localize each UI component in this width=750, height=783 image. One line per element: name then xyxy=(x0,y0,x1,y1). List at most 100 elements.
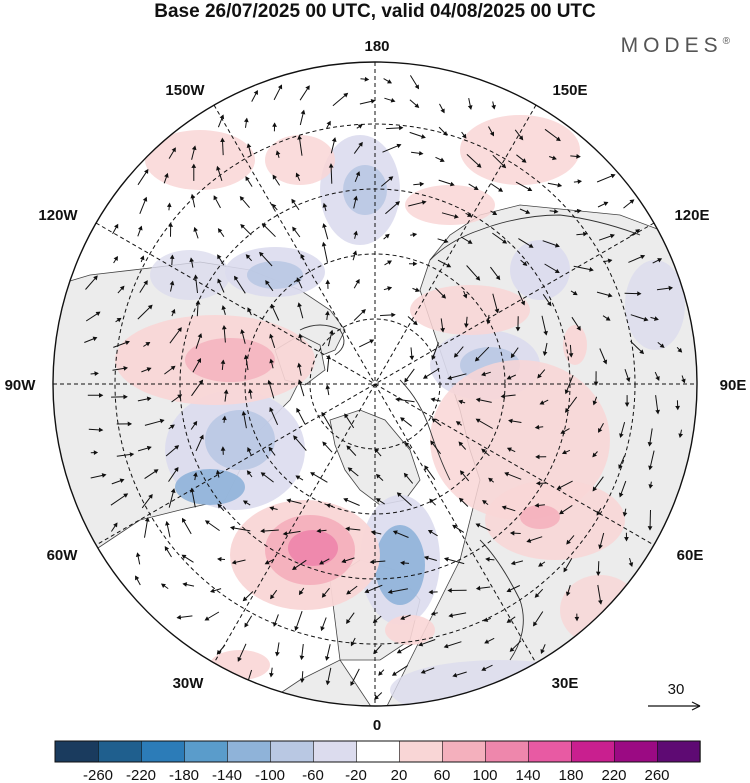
wind-arrow-head xyxy=(147,304,153,310)
wind-arrow-head xyxy=(272,174,277,180)
wind-arrow-head xyxy=(269,333,274,339)
wind-arrow-head xyxy=(538,562,544,567)
wind-arrow-head xyxy=(637,291,642,297)
wind-arrow-head xyxy=(171,308,176,314)
wind-arrow-head xyxy=(400,615,405,621)
wind-arrow-head xyxy=(534,424,540,430)
wind-arrow-head xyxy=(99,392,104,398)
wind-arrow-head xyxy=(414,84,420,90)
colorbar-tick-label: 260 xyxy=(644,767,669,783)
wind-arrow-head xyxy=(563,567,568,573)
wind-arrow-head xyxy=(319,560,325,565)
wind-arrow-head xyxy=(321,241,327,247)
wind-arrow-head xyxy=(234,275,239,281)
wind-arrow-head xyxy=(535,480,541,486)
wind-arrow-head xyxy=(217,556,222,562)
wind-arrow-head xyxy=(455,421,461,426)
wind-arrow-head xyxy=(198,379,204,385)
wind-arrow-head xyxy=(181,517,187,523)
wind-arrow-head xyxy=(93,450,99,455)
wind-arrow-head xyxy=(475,523,481,528)
label-60w: 60W xyxy=(47,547,79,564)
wind-arrow-head xyxy=(458,441,464,447)
wind-arrow-head xyxy=(245,176,250,182)
wind-arrow-head xyxy=(391,312,396,318)
wind-arrow-head xyxy=(559,509,564,515)
wind-arrow-head xyxy=(326,120,331,126)
wind-arrow-head xyxy=(357,124,363,129)
wind-arrow-head xyxy=(440,108,445,114)
wind-arrow-head xyxy=(217,503,223,509)
wind-arrow-head xyxy=(677,347,683,353)
wind-arrow-head xyxy=(659,343,665,348)
wind-arrow-head xyxy=(196,357,201,363)
colorbar-swatch xyxy=(656,740,701,763)
wind-arrow-head xyxy=(190,193,196,199)
wind-arrow-head xyxy=(296,407,301,413)
wind-arrow-head xyxy=(165,520,170,526)
wind-arrow-head xyxy=(556,485,562,490)
registered-mark: ® xyxy=(722,36,730,47)
label-150w: 150W xyxy=(165,82,205,99)
wind-arrow-head xyxy=(467,239,473,244)
wind-arrow-head xyxy=(535,454,540,460)
wind-arrow-head xyxy=(170,365,176,371)
wind-arrow-head xyxy=(502,239,508,244)
wind-arrow-head xyxy=(246,143,252,149)
wind-arrow-head xyxy=(129,452,135,457)
wind-arrow-head xyxy=(440,327,445,333)
wind-arrow-head xyxy=(648,484,654,489)
wind-arrow-head xyxy=(648,465,653,471)
wind-arrow-head xyxy=(506,447,512,452)
wind-arrow-head xyxy=(299,655,305,661)
wind-arrow-head xyxy=(243,117,249,123)
wind-arrow-head xyxy=(364,588,370,594)
wind-arrow-head xyxy=(145,341,151,347)
label-30w: 30W xyxy=(173,675,205,692)
wind-arrow-head xyxy=(564,407,570,413)
wind-arrow-head xyxy=(542,351,548,357)
wind-arrow-head xyxy=(353,195,358,201)
wind-arrow-head xyxy=(387,79,393,84)
wind-arrow-head xyxy=(324,310,330,316)
wind-arrow-head xyxy=(192,420,198,426)
brand-name: MODES xyxy=(620,34,723,57)
wind-arrow-head xyxy=(475,397,481,403)
wind-arrow-head xyxy=(430,440,435,446)
wind-arrow-head xyxy=(390,98,396,103)
wind-arrow-head xyxy=(221,324,227,330)
label-60e: 60E xyxy=(677,547,704,564)
wind-arrow-head xyxy=(153,469,159,474)
modes-logo: MODES® xyxy=(621,34,730,58)
wind-arrow-head xyxy=(610,173,616,179)
wind-arrow-head xyxy=(384,233,390,239)
wind-arrow-head xyxy=(346,618,351,624)
wind-arrow-head xyxy=(241,410,247,416)
wind-arrow-head xyxy=(509,647,515,652)
wind-arrow-head xyxy=(350,681,355,687)
colorbar-frame xyxy=(54,740,701,763)
wind-arrow-head xyxy=(322,441,327,447)
wind-arrow-head xyxy=(602,359,608,365)
wind-arrow-head xyxy=(358,141,363,147)
wind-arrow-head xyxy=(269,407,274,412)
wind-arrow-head xyxy=(245,254,251,260)
wind-arrow-head xyxy=(395,397,400,402)
wind-arrow-head xyxy=(369,339,375,344)
label-30e: 30E xyxy=(552,675,579,692)
wind-arrow-head xyxy=(247,447,252,453)
colorbar-swatch xyxy=(312,740,357,763)
wind-arrow-head xyxy=(429,498,434,504)
wind-arrow-head xyxy=(244,684,250,689)
wind-arrow-head xyxy=(453,214,459,219)
wind-arrow-head xyxy=(146,367,152,372)
wind-arrow-head xyxy=(395,201,400,206)
wind-arrow-head xyxy=(346,590,352,595)
wind-arrow-head xyxy=(415,287,420,292)
wind-arrow-head xyxy=(369,559,375,565)
wind-arrow-head xyxy=(554,243,560,248)
wind-arrow-head xyxy=(508,418,513,424)
wind-arrow-head xyxy=(325,680,331,686)
wind-arrow-head xyxy=(353,230,358,236)
